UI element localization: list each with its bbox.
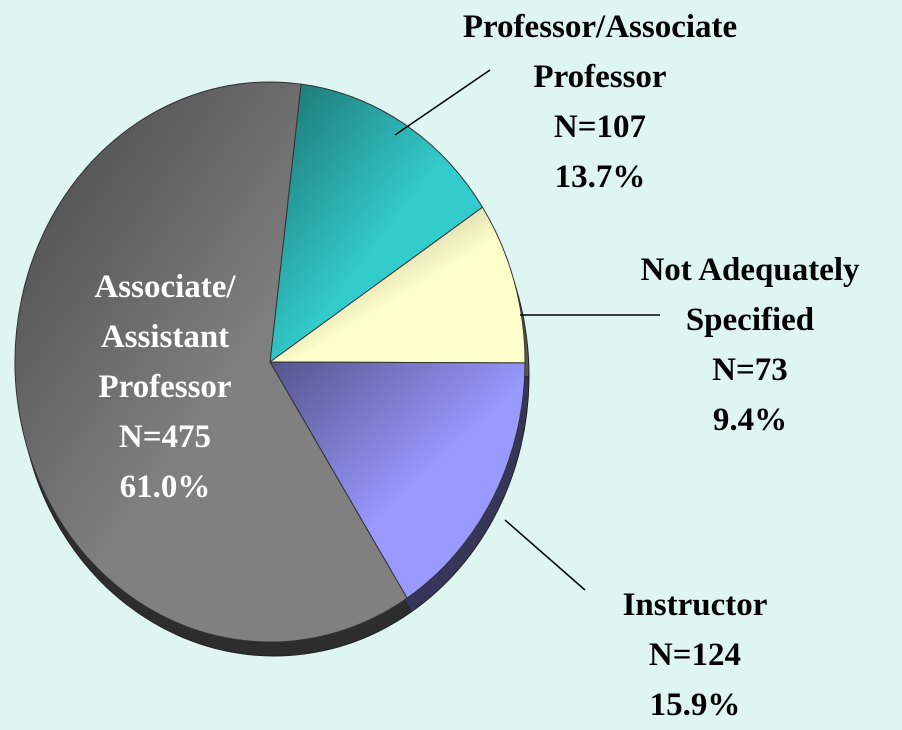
slice [269,83,484,364]
count-label: N=475 [118,419,212,455]
slice-label: Professor/Associate Professor N=107 13.7% [420,2,780,202]
percent-label: 13.7% [554,159,646,195]
percent-label: 61.0% [119,469,211,505]
slice [268,206,526,364]
leader-line [394,69,491,136]
count-label: N=107 [553,109,647,145]
category-label: Not Adequately Specified [640,252,860,338]
count-label: N=73 [712,352,788,388]
count-label: N=124 [648,637,742,673]
category-label: Professor/Associate Professor [462,9,738,95]
slice-label: Not Adequately Specified N=73 9.4% [600,245,900,445]
percent-label: 15.9% [649,687,741,723]
slice-label: Associate/ Assistant Professor N=475 61.0% [55,262,275,512]
slice [14,81,408,643]
category-label: Associate/ Assistant Professor [94,269,236,405]
slice [269,361,526,599]
percent-label: 9.4% [712,402,788,438]
leader-line [504,519,586,591]
category-label: Instructor [622,587,768,623]
slice-label: Instructor N=124 15.9% [585,580,805,730]
